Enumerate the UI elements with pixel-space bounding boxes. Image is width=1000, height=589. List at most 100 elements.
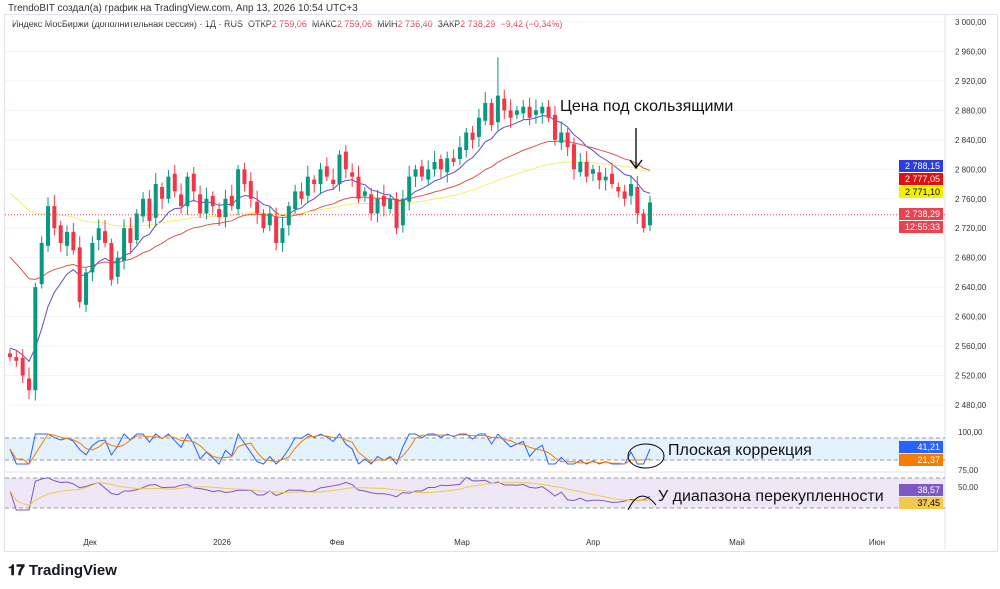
candle-body — [584, 161, 589, 177]
candle-body — [502, 98, 507, 111]
candle-body — [128, 228, 133, 243]
candle-body — [280, 228, 285, 243]
symbol-name[interactable]: Индекс МосБиржи (дополнительная сессия) … — [12, 19, 244, 29]
price-tick: 2 520,00 — [955, 372, 987, 381]
candle-body — [648, 202, 652, 226]
candle-body — [318, 169, 323, 185]
time-tick: Дек — [83, 538, 97, 547]
time-tick: Май — [729, 538, 745, 547]
candle-body — [616, 186, 621, 192]
candle-body — [445, 158, 450, 173]
hand-circle-rsi — [627, 495, 657, 511]
candle-body — [274, 216, 279, 243]
chart-credit: TrendoBIT создал(а) график на TradingVie… — [8, 3, 358, 14]
candle-body — [109, 242, 114, 280]
candle-body — [198, 194, 203, 214]
candle-body — [388, 198, 393, 210]
tradingview-logo: 𝟏𝟕 TradingView — [8, 562, 117, 579]
candle-body — [590, 169, 595, 174]
low-value: 2 736,40 — [397, 19, 433, 29]
candle-body — [451, 158, 456, 162]
osc-value-tag: 21,37 — [899, 454, 943, 466]
candle-body — [46, 206, 51, 246]
candle-body — [153, 184, 158, 218]
candle-body — [223, 198, 228, 218]
ma-slow-line — [9, 161, 651, 228]
candle-body — [204, 198, 209, 214]
stoch-band — [5, 438, 945, 460]
candle-body — [565, 132, 570, 148]
price-tick: 2 720,00 — [955, 224, 987, 233]
candle-body — [635, 186, 640, 214]
ma-price-tag: 2 777,05 — [899, 173, 943, 185]
candle-body — [267, 213, 272, 226]
rsi-line — [9, 476, 651, 511]
candle-body — [470, 132, 475, 140]
candle-body — [609, 173, 614, 185]
candle-body — [293, 191, 298, 210]
price-tick: 2 480,00 — [955, 401, 987, 410]
time-tick: 2026 — [213, 538, 231, 547]
open-label: ОТКР — [248, 19, 272, 29]
candle-body — [343, 151, 348, 170]
candle-body — [134, 213, 139, 241]
open-value: 2 759,06 — [271, 19, 307, 29]
candle-body — [331, 179, 336, 185]
countdown-tag: 12:55:33 — [899, 221, 943, 233]
price-tick: 2 600,00 — [955, 313, 987, 322]
candle-body — [8, 353, 12, 358]
osc-tick: 100,00 — [958, 428, 983, 437]
close-value: 2 738,29 — [460, 19, 496, 29]
candle-body — [578, 161, 583, 173]
candle-body — [71, 231, 76, 251]
candle-body — [305, 176, 310, 196]
candle-body — [527, 106, 532, 118]
candle-body — [628, 184, 633, 196]
price-tick: 2 920,00 — [955, 77, 987, 86]
candle-body — [191, 173, 196, 192]
osc-tick: 75,00 — [958, 466, 979, 475]
candle-body — [622, 191, 627, 199]
price-tick: 2 560,00 — [955, 342, 987, 351]
candle-body — [65, 231, 70, 246]
candle-body — [432, 161, 437, 170]
hand-circle-stoch — [627, 443, 665, 469]
candle-body — [229, 195, 234, 207]
last-price-tag: 2 738,29 — [899, 208, 943, 220]
annotation-rsi: У диапазона перекупленности — [658, 488, 884, 505]
rsi-ma-line — [9, 482, 651, 506]
candle-body — [426, 169, 431, 180]
rsi-band — [5, 478, 945, 508]
price-tick: 2 880,00 — [955, 106, 987, 115]
candle-body — [172, 173, 177, 192]
candle-body — [261, 213, 266, 229]
candle-body — [210, 195, 215, 207]
stoch-d-line — [9, 433, 651, 465]
candle-body — [58, 225, 63, 243]
candle-body — [33, 287, 38, 391]
candle-body — [476, 117, 481, 137]
candle-body — [413, 169, 418, 177]
candle-body — [533, 110, 538, 115]
candle-body — [508, 110, 513, 118]
candle-body — [248, 181, 253, 199]
high-label: МАКС — [311, 19, 338, 29]
time-tick: Мар — [454, 538, 470, 547]
candle-body — [483, 103, 488, 121]
candle-body — [394, 198, 399, 229]
candle-body — [147, 198, 152, 221]
osc-value-tag: 37,45 — [899, 497, 943, 509]
candle-body — [96, 228, 101, 241]
price-tick: 2 960,00 — [955, 47, 987, 56]
chart-frame — [4, 14, 998, 552]
price-tick: 2 680,00 — [955, 254, 987, 263]
candle-body — [166, 176, 171, 199]
annotation-stoch: Плоская коррекция — [668, 442, 812, 459]
candle-body — [641, 213, 646, 229]
candle-body — [14, 357, 19, 361]
candle-body — [369, 194, 374, 214]
candle-body — [236, 169, 241, 210]
candle-body — [457, 147, 462, 159]
price-tick: 2 800,00 — [955, 165, 987, 174]
